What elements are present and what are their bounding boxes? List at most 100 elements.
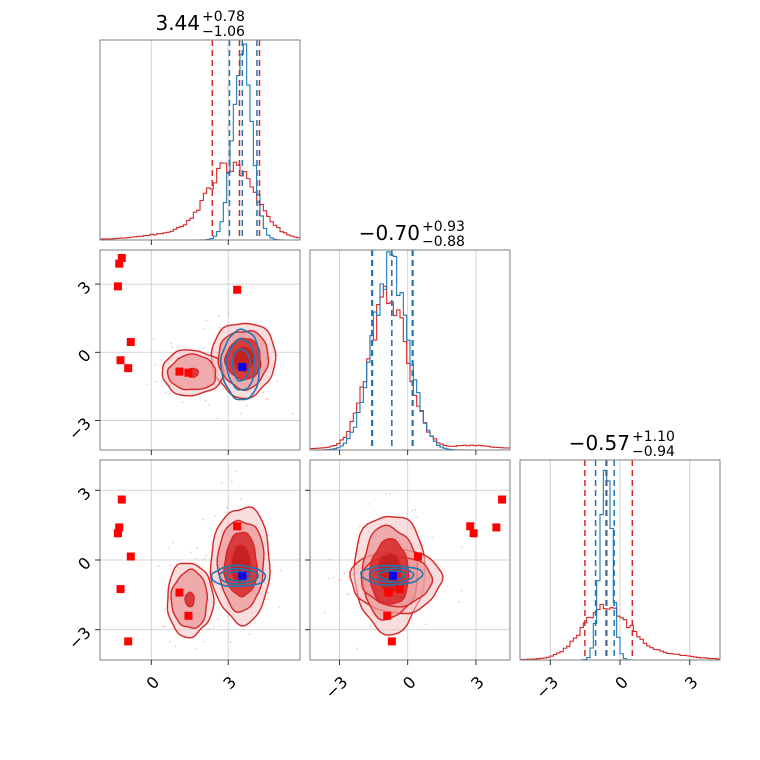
x-tick-label: 3: [467, 672, 488, 693]
sample-dot: [411, 509, 414, 512]
sample-dot: [219, 383, 222, 386]
sample-dot: [170, 342, 172, 345]
diag-title-1: −0.70 +0.93 −0.88: [359, 219, 465, 250]
panel-frame: [99, 39, 301, 241]
sample-dot: [240, 412, 242, 415]
blue-square-marker: [388, 571, 397, 580]
sample-dot: [227, 312, 230, 315]
sample-dot: [154, 364, 157, 366]
sample-dot: [196, 547, 199, 549]
sample-dot: [279, 569, 282, 572]
sample-dot: [225, 511, 227, 514]
sample-dot: [338, 608, 341, 611]
red-square-marker: [466, 522, 475, 531]
red-square-marker: [175, 367, 184, 376]
sample-dot: [157, 564, 160, 567]
sample-dot: [446, 584, 449, 587]
sample-dot: [245, 404, 248, 407]
red-contour-level-2: [184, 591, 195, 608]
sample-dot: [174, 645, 177, 648]
sample-dot: [385, 493, 388, 495]
histogram-1: [310, 250, 510, 450]
sample-dot: [221, 387, 224, 390]
title-0-value: 3.44: [155, 11, 200, 35]
red-histogram-2: [520, 603, 720, 660]
panel-frame: [309, 249, 511, 451]
red-square-marker: [115, 259, 124, 268]
contour-panel-2-1: [308, 453, 515, 650]
title-2-minus: −0.94: [632, 444, 675, 460]
sample-dot: [356, 647, 359, 650]
red-square-marker: [395, 585, 404, 594]
title-0-plus: +0.78: [202, 9, 245, 25]
red-square-marker: [126, 338, 135, 347]
blue-square-marker: [238, 363, 247, 372]
blue-contour-level-0: [360, 564, 424, 587]
red-square-marker: [498, 495, 507, 504]
sample-dot: [424, 623, 427, 626]
red-square-marker: [384, 588, 393, 597]
sample-dot: [227, 614, 230, 617]
sample-dot: [324, 611, 326, 614]
sample-dot: [513, 557, 515, 559]
sample-dot: [338, 579, 341, 582]
y-tick-label: 0: [74, 346, 95, 367]
blue-contour-level-1: [368, 567, 415, 584]
x-tick-label: −3: [321, 672, 351, 702]
y-tick-label: 3: [74, 484, 95, 505]
blue-contour-level-1: [218, 567, 260, 585]
panel-1-1: [339, 250, 477, 450]
blue-histogram-0: [100, 43, 300, 240]
panel-2-2: [549, 460, 691, 660]
red-square-marker: [175, 588, 184, 597]
red-square-marker: [387, 637, 396, 646]
sample-dot: [203, 640, 205, 643]
sample-dot: [229, 641, 232, 644]
sample-dot: [419, 453, 421, 455]
sample-dot: [176, 346, 179, 349]
blue-contour-level-1: [225, 338, 256, 391]
x-tick-label: 0: [611, 672, 632, 693]
title-1-value: −0.70: [359, 221, 420, 245]
red-square-marker: [113, 282, 122, 291]
sample-dot: [276, 354, 278, 357]
red-square-marker: [383, 611, 392, 620]
y-tick-label: −3: [65, 623, 95, 653]
sample-dot: [333, 576, 335, 579]
sample-dot: [218, 327, 221, 329]
sample-dot: [230, 480, 233, 482]
sample-dot: [340, 578, 342, 581]
red-square-marker: [126, 552, 135, 561]
sample-dot: [203, 328, 206, 331]
sample-dot: [265, 398, 268, 401]
sample-dot: [162, 625, 164, 628]
x-tick-label: −3: [532, 672, 562, 702]
red-square-marker: [116, 585, 125, 594]
red-square-marker: [233, 285, 242, 294]
sample-dot: [328, 558, 331, 561]
sample-dot: [194, 557, 197, 559]
sample-dot: [164, 391, 167, 394]
histogram-0: [100, 40, 300, 240]
sample-dot: [260, 435, 262, 437]
sample-dot: [393, 515, 396, 517]
sample-dot: [216, 417, 219, 420]
sample-dot: [308, 579, 310, 581]
sample-dot: [168, 392, 171, 395]
red-square-marker: [113, 529, 122, 538]
sample-dot: [161, 385, 164, 387]
red-square-marker: [413, 552, 422, 561]
sample-dot: [169, 640, 172, 643]
sample-dot: [415, 516, 418, 519]
sample-dot: [202, 347, 205, 350]
sample-dot: [369, 625, 372, 628]
sample-dot: [267, 398, 270, 400]
sample-dot: [343, 572, 346, 575]
sample-dot: [218, 625, 221, 627]
red-histogram-1: [310, 285, 510, 450]
sample-dot: [226, 507, 229, 510]
sample-dot: [208, 627, 211, 630]
y-tick-label: −3: [65, 414, 95, 444]
title-2-plus: +1.10: [632, 429, 675, 445]
